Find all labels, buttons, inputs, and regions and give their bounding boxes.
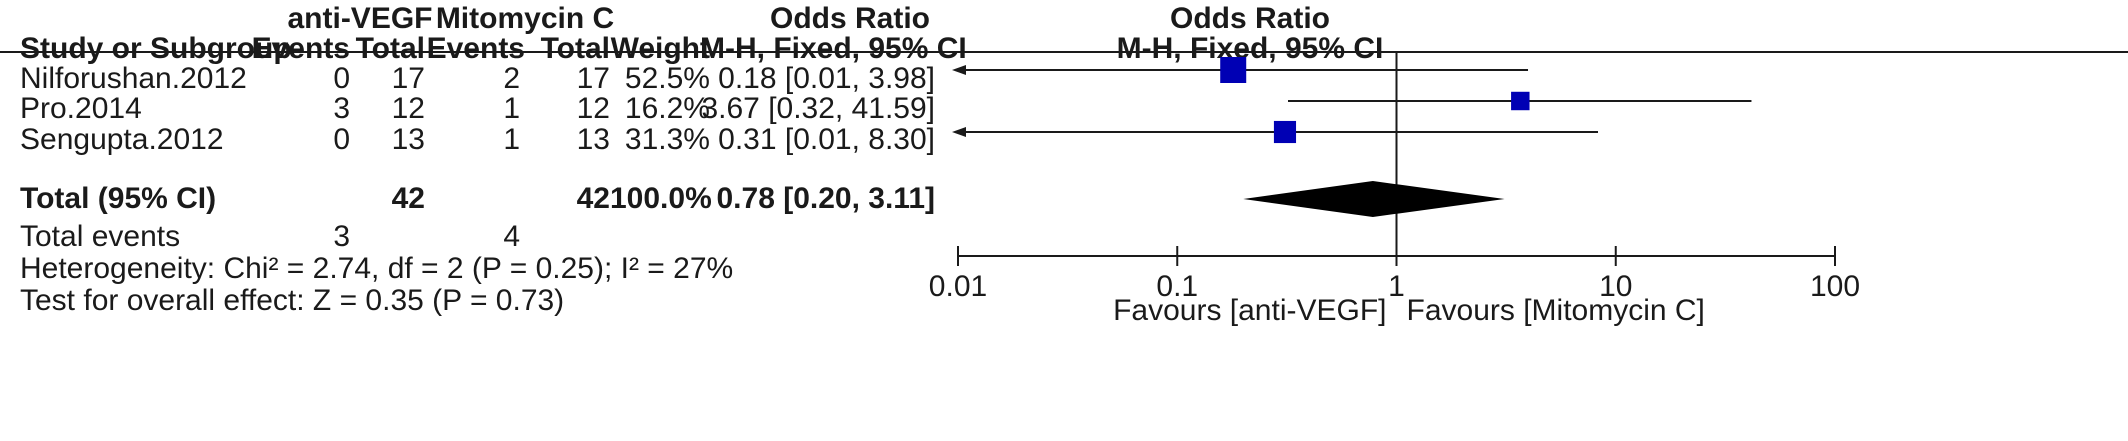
method-plot-header: M-H, Fixed, 95% CI — [1116, 32, 1384, 65]
ci-value: 0.18 [0.01, 3.98] — [718, 62, 935, 95]
total1-value: 13 — [391, 123, 425, 156]
x-tick-label: 0.01 — [929, 270, 987, 303]
total-events2-value: 4 — [503, 220, 520, 253]
weight-column-header: Weight — [610, 32, 710, 65]
study-marker — [1273, 120, 1297, 144]
total1-value: 17 — [391, 62, 425, 95]
favours-right-label: Favours [Mitomycin C] — [1407, 294, 1705, 327]
ci-arrow-left — [952, 65, 966, 75]
study-marker — [1511, 91, 1530, 111]
method-table-header: M-H, Fixed, 95% CI — [700, 32, 967, 65]
total2-column-header: Total — [540, 32, 610, 65]
odds-ratio-table-header: Odds Ratio — [769, 2, 930, 35]
total1-value: 12 — [391, 92, 425, 125]
x-tick-label: 10 — [1599, 270, 1632, 303]
total2-value: 12 — [576, 92, 610, 125]
overall-effect-text: Test for overall effect: Z = 0.35 (P = 0… — [20, 284, 565, 317]
ci-arrow-left — [952, 127, 966, 137]
x-tick-label: 100 — [1810, 270, 1860, 303]
ci-value: 0.31 [0.01, 8.30] — [718, 123, 935, 156]
total1-value: 42 — [391, 182, 425, 215]
events1-column-header: Events — [251, 32, 350, 65]
x-tick-label: 1 — [1388, 270, 1405, 303]
group1-header: anti-VEGF — [287, 2, 433, 35]
weight-value: 31.3% — [624, 123, 710, 156]
favours-left-label: Favours [anti-VEGF] — [1113, 294, 1386, 327]
total2-value: 17 — [576, 62, 610, 95]
study-name: Pro.2014 — [20, 92, 142, 125]
weight-value: 52.5% — [624, 62, 710, 95]
study-column-header: Study or Subgroup — [20, 32, 292, 65]
total1-column-header: Total — [355, 32, 425, 65]
study-name: Nilforushan.2012 — [20, 62, 247, 95]
events2-value: 1 — [503, 92, 520, 125]
study-name: Sengupta.2012 — [20, 123, 224, 156]
total-events-label: Total events — [20, 220, 181, 253]
total-events1-value: 3 — [333, 220, 350, 253]
total-label: Total (95% CI) — [20, 182, 217, 215]
odds-ratio-plot-header: Odds Ratio — [1169, 2, 1330, 35]
total-weight-value: 100.0% — [610, 182, 712, 215]
events1-value: 0 — [333, 123, 350, 156]
events2-value: 2 — [503, 62, 520, 95]
total2-value: 42 — [576, 182, 610, 215]
study-marker — [1220, 57, 1247, 83]
events1-value: 3 — [333, 92, 350, 125]
weight-value: 16.2% — [624, 92, 710, 125]
events2-column-header: Events — [426, 32, 525, 65]
events1-value: 0 — [333, 62, 350, 95]
pooled-diamond — [1243, 181, 1505, 217]
heterogeneity-text: Heterogeneity: Chi² = 2.74, df = 2 (P = … — [20, 252, 734, 285]
events2-value: 1 — [503, 123, 520, 156]
ci-value: 3.67 [0.32, 41.59] — [701, 92, 935, 125]
total2-value: 13 — [576, 123, 610, 156]
x-tick-label: 0.1 — [1156, 270, 1198, 303]
group2-header: Mitomycin C — [435, 2, 615, 35]
total-ci-value: 0.78 [0.20, 3.11] — [716, 182, 936, 215]
